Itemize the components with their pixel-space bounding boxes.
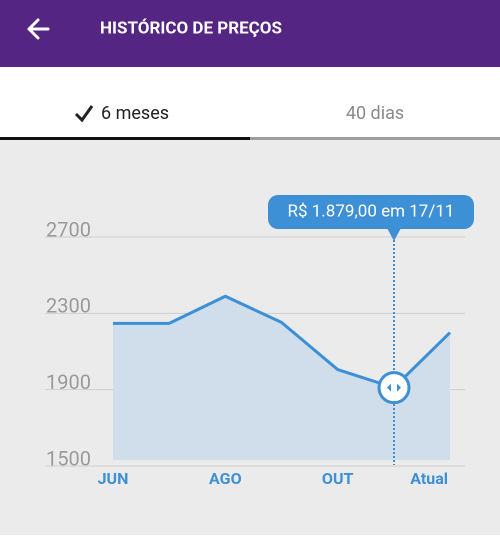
- x-tick-label: JUN: [98, 469, 129, 488]
- tab[interactable]: 6 meses: [101, 103, 169, 124]
- x-tick-label: AGO: [209, 469, 242, 488]
- x-tick-label: Atual: [410, 469, 448, 488]
- tab-bar: [0, 67, 500, 140]
- marker-circle: [377, 371, 411, 405]
- tab-indicator: [0, 137, 250, 140]
- x-tick-label: OUT: [322, 469, 354, 488]
- area: [113, 296, 450, 460]
- tooltip-pointer: [387, 228, 401, 241]
- app-bar: [0, 0, 500, 67]
- marker-arrows: [387, 383, 401, 392]
- tab[interactable]: 40 dias: [346, 103, 404, 124]
- tooltip-text: R$ 1.879,00 em 17/11: [288, 201, 455, 221]
- page-title: HISTÓRICO DE PREÇOS: [100, 18, 282, 38]
- y-tick-label: 2700: [46, 217, 91, 241]
- back-button[interactable]: [27, 18, 50, 40]
- tooltip: [268, 195, 474, 229]
- check-icon: [74, 105, 94, 123]
- tab-indicator: [250, 137, 500, 140]
- y-tick-label: 1500: [46, 446, 91, 470]
- y-tick-label: 1900: [46, 370, 91, 394]
- marker: [377, 371, 411, 405]
- y-tick-label: 2300: [46, 294, 91, 318]
